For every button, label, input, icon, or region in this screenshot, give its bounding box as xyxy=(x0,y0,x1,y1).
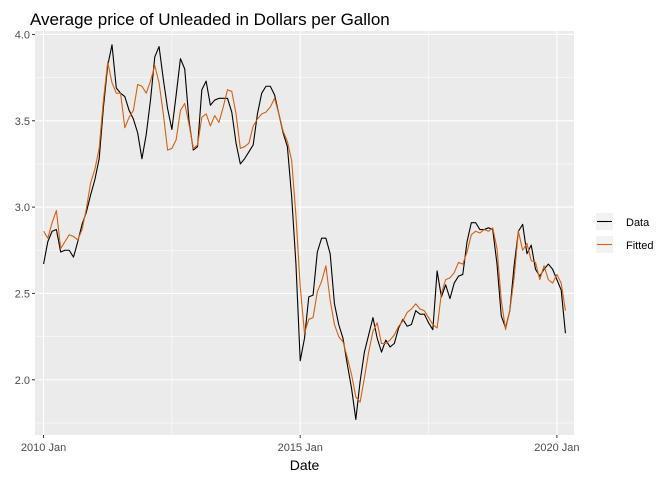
x-tick-label: 2020 Jan xyxy=(534,442,579,454)
y-tick-label: 3.0 xyxy=(15,202,30,214)
x-tick-label: 2015 Jan xyxy=(278,442,323,454)
y-tick-label: 4.0 xyxy=(15,29,30,41)
y-tick-label: 2.0 xyxy=(15,375,30,387)
y-axis: 2.0 2.5 3.0 3.5 4.0 xyxy=(15,29,35,387)
legend-label-fitted: Fitted xyxy=(626,240,654,252)
y-tick-label: 2.5 xyxy=(15,288,30,300)
x-axis: 2010 Jan 2015 Jan 2020 Jan xyxy=(21,435,580,454)
series-layer xyxy=(43,44,566,421)
x-tick-label: 2010 Jan xyxy=(21,442,66,454)
major-gridlines xyxy=(35,31,574,435)
chart-title: Average price of Unleaded in Dollars per… xyxy=(30,10,390,29)
legend: Data Fitted xyxy=(596,213,654,253)
series-line-data xyxy=(43,44,566,421)
x-axis-title: Date xyxy=(290,457,320,473)
legend-label-data: Data xyxy=(626,217,650,229)
y-tick-label: 3.5 xyxy=(15,116,30,128)
series-line-fitted xyxy=(43,61,566,403)
